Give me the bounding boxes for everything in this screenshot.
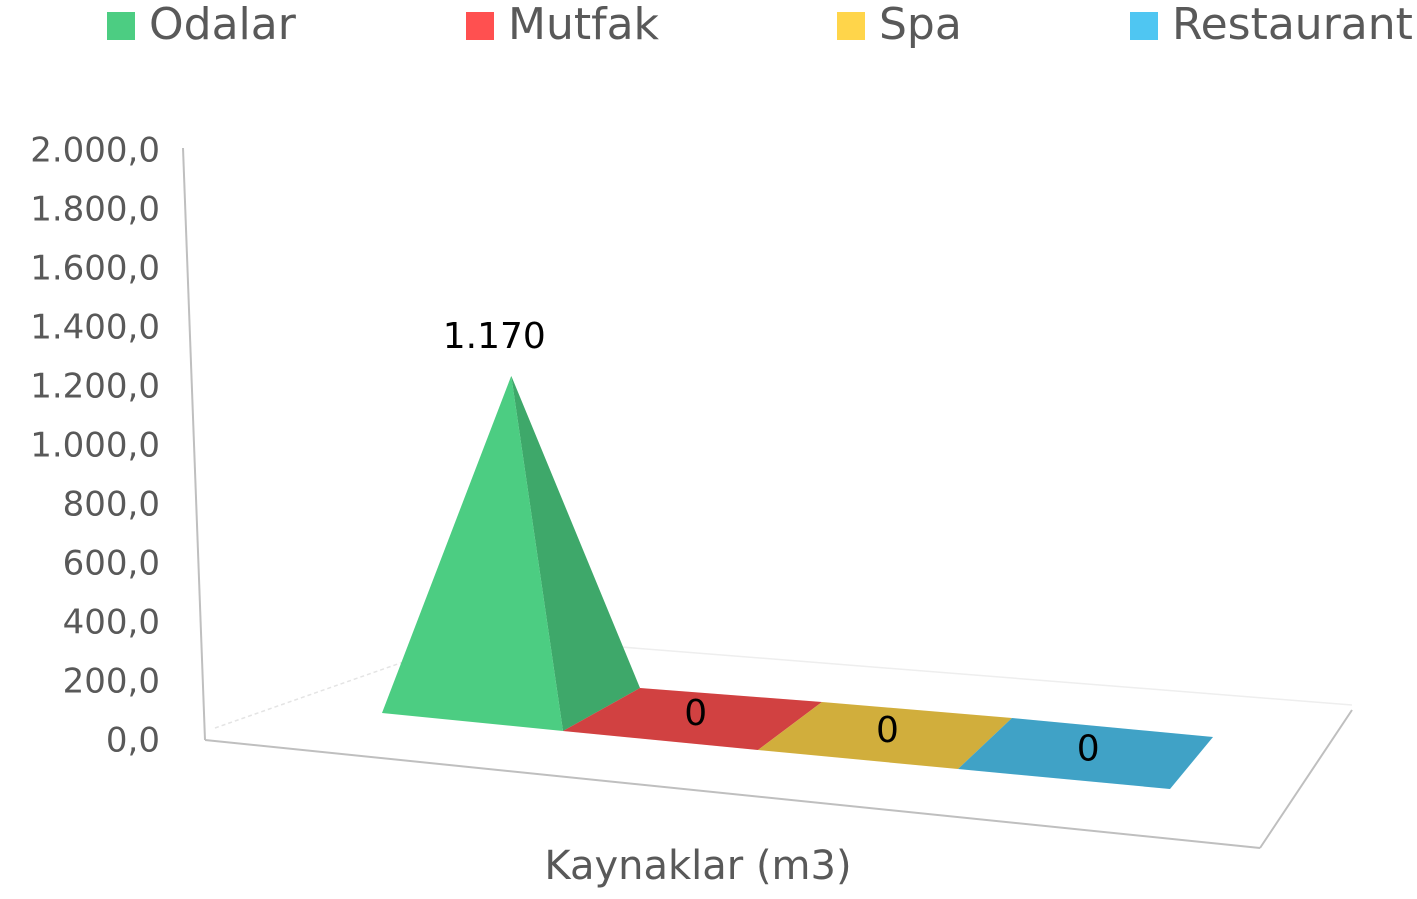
- floor-side-edge: [1259, 709, 1353, 849]
- y-tick-label: 200,0: [63, 662, 160, 702]
- legend-label: Restaurant: [1172, 0, 1413, 50]
- pyramid-side: [511, 375, 640, 731]
- legend-swatch: [837, 12, 865, 40]
- data-label: 0: [876, 710, 899, 751]
- legend-label: Odalar: [149, 0, 297, 50]
- data-label: 0: [684, 693, 707, 734]
- pyramid-base-shade: [958, 718, 1213, 789]
- legend-label: Spa: [879, 0, 962, 50]
- x-axis-label: Kaynaklar (m3): [544, 843, 851, 889]
- legend-swatch: [1130, 12, 1158, 40]
- pyramid-side-shade: [511, 375, 640, 731]
- legend-label: Mutfak: [508, 0, 660, 50]
- data-label: 0: [1077, 728, 1100, 769]
- y-tick-label: 600,0: [63, 544, 160, 584]
- y-tick-label: 0,0: [106, 721, 160, 761]
- floor-back-edge: [214, 651, 433, 729]
- y-tick-label: 1.200,0: [30, 367, 160, 407]
- y-tick-label: 400,0: [63, 603, 160, 643]
- pyramid-base: [563, 688, 822, 750]
- y-tick-label: 1.000,0: [30, 426, 160, 466]
- y-tick-label: 1.800,0: [30, 190, 160, 230]
- y-tick-label: 800,0: [63, 485, 160, 525]
- floor-front-edge: [204, 739, 1261, 849]
- legend-swatch: [466, 12, 494, 40]
- legend-swatch: [107, 12, 135, 40]
- pyramid-base-shade: [563, 688, 822, 750]
- pyramid-base: [958, 718, 1213, 789]
- pyramid-front: [382, 375, 563, 731]
- data-label: 1.170: [443, 316, 546, 357]
- pyramid-base: [758, 702, 1012, 769]
- y-tick-label: 1.400,0: [30, 308, 160, 348]
- y-axis: [182, 147, 206, 741]
- y-tick-label: 1.600,0: [30, 249, 160, 289]
- pyramid-base-shade: [758, 702, 1012, 769]
- y-tick-label: 2.000,0: [30, 131, 160, 171]
